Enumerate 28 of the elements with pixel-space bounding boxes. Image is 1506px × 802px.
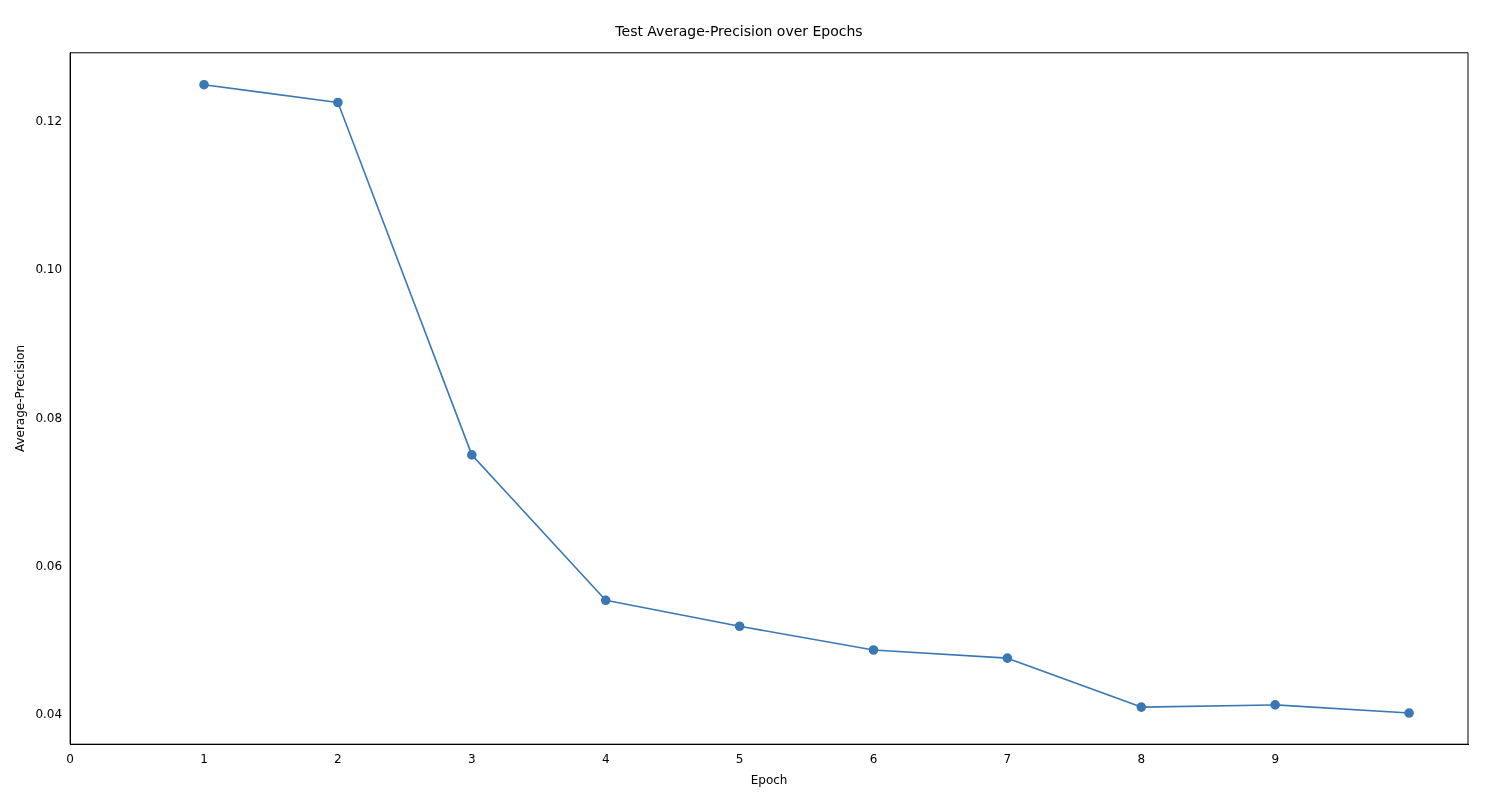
y-axis-title: Average-Precision	[13, 344, 28, 453]
x-tick-label: 4	[601, 751, 610, 766]
x-tick-label: 7	[1003, 751, 1012, 766]
chart-title: Test Average-Precision over Epochs	[614, 23, 863, 40]
point	[1136, 702, 1147, 712]
point	[1404, 708, 1414, 718]
x-tick-label: 5	[735, 751, 744, 766]
point	[467, 450, 477, 460]
point	[600, 595, 611, 606]
point	[734, 621, 745, 632]
x-tick-label: 6	[869, 751, 878, 766]
x-tick-label: 9	[1271, 751, 1280, 766]
point	[1270, 700, 1280, 710]
y-tick-label: 0.04	[35, 707, 63, 722]
point	[333, 97, 343, 108]
x-tick-label: 8	[1137, 751, 1146, 766]
x-tick-label: 1	[200, 751, 208, 766]
x-tick-label: 3	[467, 751, 476, 766]
x-axis-title: Epoch	[750, 772, 788, 787]
y-tick-label: 0.12	[35, 113, 63, 128]
y-tick-label: 0.08	[35, 410, 63, 425]
y-tick-label: 0.06	[35, 559, 63, 574]
point	[199, 79, 209, 90]
x-tick-label: 0	[66, 751, 74, 766]
point	[868, 645, 879, 655]
point	[1002, 653, 1013, 663]
y-tick-label: 0.10	[35, 262, 63, 277]
x-tick-label: 2	[334, 751, 342, 766]
